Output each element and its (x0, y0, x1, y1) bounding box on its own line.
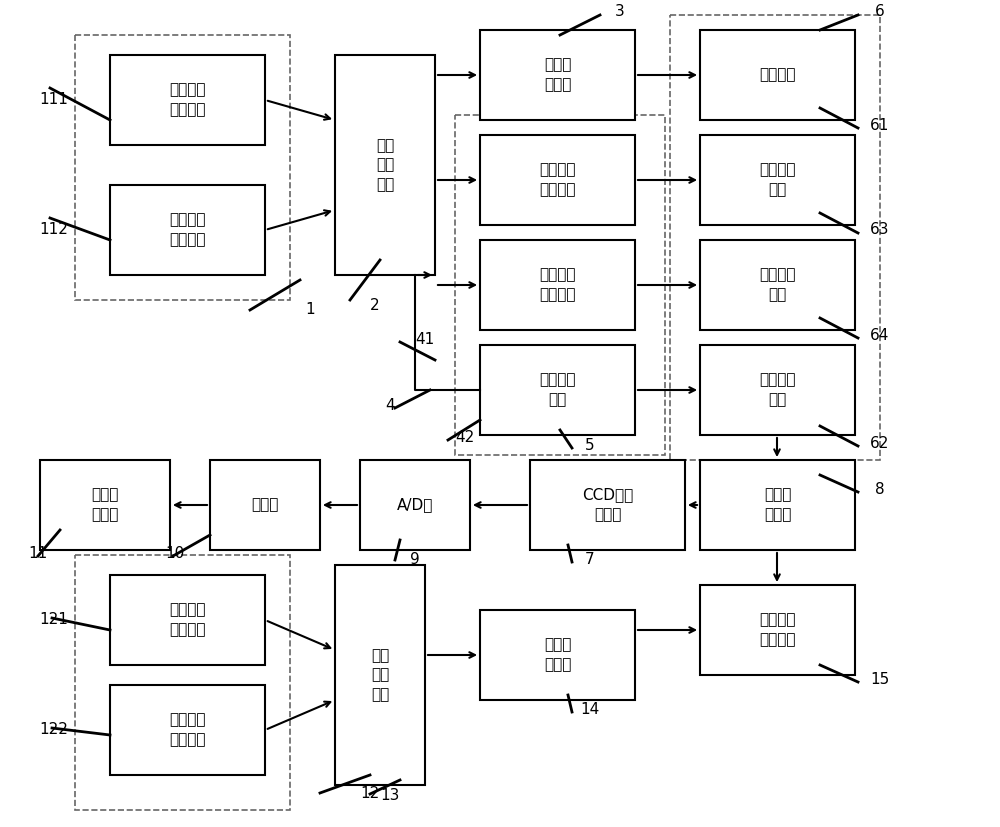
Bar (360, 460, 470, 550)
Text: 处理器: 处理器 (251, 498, 279, 513)
Text: 3: 3 (615, 4, 625, 20)
Text: 4: 4 (385, 398, 395, 413)
Bar (75, 35, 290, 300)
Text: 第二人工
编程装置: 第二人工 编程装置 (169, 603, 206, 638)
Bar (75, 555, 290, 810)
Text: 进给伺服
驱动系统: 进给伺服 驱动系统 (539, 268, 576, 303)
Text: 跑台式
丝印机: 跑台式 丝印机 (764, 488, 791, 523)
Bar (110, 185, 265, 275)
Text: 5: 5 (585, 437, 595, 452)
Bar (40, 460, 170, 550)
Text: 6: 6 (875, 4, 885, 20)
Text: 62: 62 (870, 436, 890, 451)
Text: 刀具进给
装置: 刀具进给 装置 (759, 268, 796, 303)
Bar (480, 610, 635, 700)
Bar (455, 115, 665, 455)
Bar (700, 345, 855, 435)
Text: 10: 10 (165, 546, 185, 561)
Bar (700, 585, 855, 675)
Bar (480, 135, 635, 225)
Text: 刀轴伺服
驱动系统: 刀轴伺服 驱动系统 (539, 163, 576, 198)
Text: 42: 42 (455, 431, 475, 446)
Text: 第二自动
编程装置: 第二自动 编程装置 (169, 713, 206, 748)
Bar (335, 565, 425, 785)
Text: 7: 7 (585, 552, 595, 567)
Bar (335, 55, 435, 275)
Text: 14: 14 (580, 702, 600, 718)
Bar (530, 460, 685, 550)
Text: 111: 111 (39, 92, 68, 107)
Text: 15: 15 (870, 672, 890, 687)
Text: A/D器: A/D器 (397, 498, 433, 513)
Bar (700, 135, 855, 225)
Text: 第二加工
中心主体: 第二加工 中心主体 (759, 613, 796, 648)
Text: 刀具切削
装置: 刀具切削 装置 (759, 163, 796, 198)
Text: 1: 1 (305, 303, 315, 318)
Text: 检测反馈
装置: 检测反馈 装置 (539, 373, 576, 408)
Text: 第一
数控
装置: 第一 数控 装置 (376, 138, 394, 193)
Text: 9: 9 (410, 552, 420, 567)
Bar (700, 30, 855, 120)
Text: 自动换刀
装置: 自动换刀 装置 (759, 373, 796, 408)
Bar (480, 345, 635, 435)
Bar (670, 15, 880, 460)
Text: 2: 2 (370, 298, 380, 313)
Bar (110, 685, 265, 775)
Text: 第一人工
编程装置: 第一人工 编程装置 (169, 83, 206, 117)
Text: 8: 8 (875, 482, 885, 498)
Text: 61: 61 (870, 117, 890, 132)
Text: 辅助装置: 辅助装置 (759, 68, 796, 83)
Bar (480, 30, 635, 120)
Bar (700, 460, 855, 550)
Bar (480, 240, 635, 330)
Bar (700, 240, 855, 330)
Text: 63: 63 (870, 222, 890, 237)
Text: 121: 121 (39, 611, 68, 627)
Text: 第二伺
服系统: 第二伺 服系统 (544, 638, 571, 672)
Text: 64: 64 (870, 327, 890, 342)
Text: 第二
数控
装置: 第二 数控 装置 (371, 648, 389, 702)
Text: 112: 112 (39, 222, 68, 237)
Text: 122: 122 (39, 721, 68, 737)
Text: 第一自动
编程装置: 第一自动 编程装置 (169, 213, 206, 247)
Text: 声光报
警装置: 声光报 警装置 (91, 488, 119, 523)
Text: CCD图像
传感器: CCD图像 传感器 (582, 488, 633, 523)
Bar (110, 575, 265, 665)
Bar (110, 55, 265, 145)
Text: 辅助控
制装置: 辅助控 制装置 (544, 58, 571, 93)
Text: 41: 41 (415, 332, 435, 347)
Text: 13: 13 (380, 788, 400, 804)
Bar (210, 460, 320, 550)
Text: 11: 11 (28, 546, 48, 561)
Text: 12: 12 (360, 786, 380, 801)
